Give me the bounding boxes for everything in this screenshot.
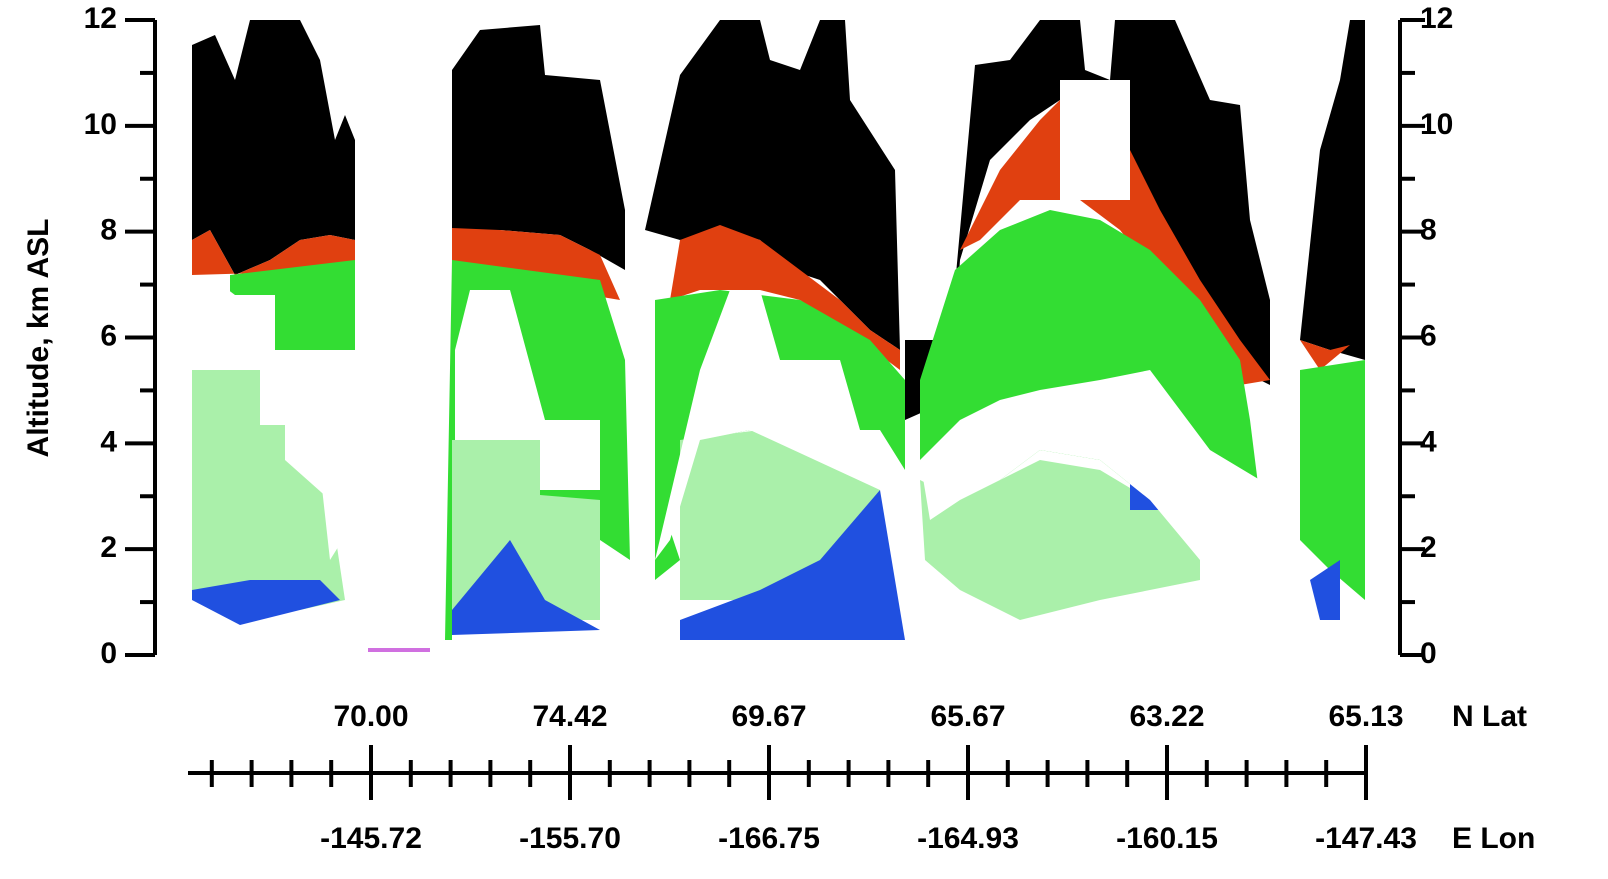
y2-tick-label: 6 xyxy=(1420,319,1437,352)
y-tick-label: 2 xyxy=(100,531,117,564)
y-tick-label: 8 xyxy=(100,214,117,247)
curtain-image xyxy=(192,20,1365,652)
y-tick-label: 6 xyxy=(100,319,117,352)
y2-tick-label: 0 xyxy=(1420,637,1437,670)
lat-label: 69.67 xyxy=(731,700,806,733)
lon-label: -164.93 xyxy=(917,822,1019,855)
y2-tick-label: 12 xyxy=(1420,2,1453,35)
lon-label: -145.72 xyxy=(320,822,422,855)
lat-title: N Lat xyxy=(1452,700,1527,733)
y-tick-label: 0 xyxy=(100,637,117,670)
lat-label: 65.67 xyxy=(930,700,1005,733)
y-tick-label: 10 xyxy=(84,108,117,141)
y-tick-label: 4 xyxy=(100,425,117,458)
y2-tick-label: 8 xyxy=(1420,214,1437,247)
y-axis-title: Altitude, km ASL xyxy=(22,219,55,458)
lat-label: 74.42 xyxy=(532,700,607,733)
y2-tick-label: 4 xyxy=(1420,425,1437,458)
lat-label: 63.22 xyxy=(1129,700,1204,733)
lon-label: -160.15 xyxy=(1116,822,1218,855)
y2-tick-label: 2 xyxy=(1420,531,1437,564)
lat-label: 70.00 xyxy=(333,700,408,733)
lon-title: E Lon xyxy=(1452,822,1535,855)
y-tick-label: 12 xyxy=(84,2,117,35)
lon-label: -155.70 xyxy=(519,822,621,855)
lat-label: 65.13 xyxy=(1328,700,1403,733)
y2-tick-label: 10 xyxy=(1420,108,1453,141)
lon-label: -166.75 xyxy=(718,822,820,855)
lon-label: -147.43 xyxy=(1315,822,1417,855)
